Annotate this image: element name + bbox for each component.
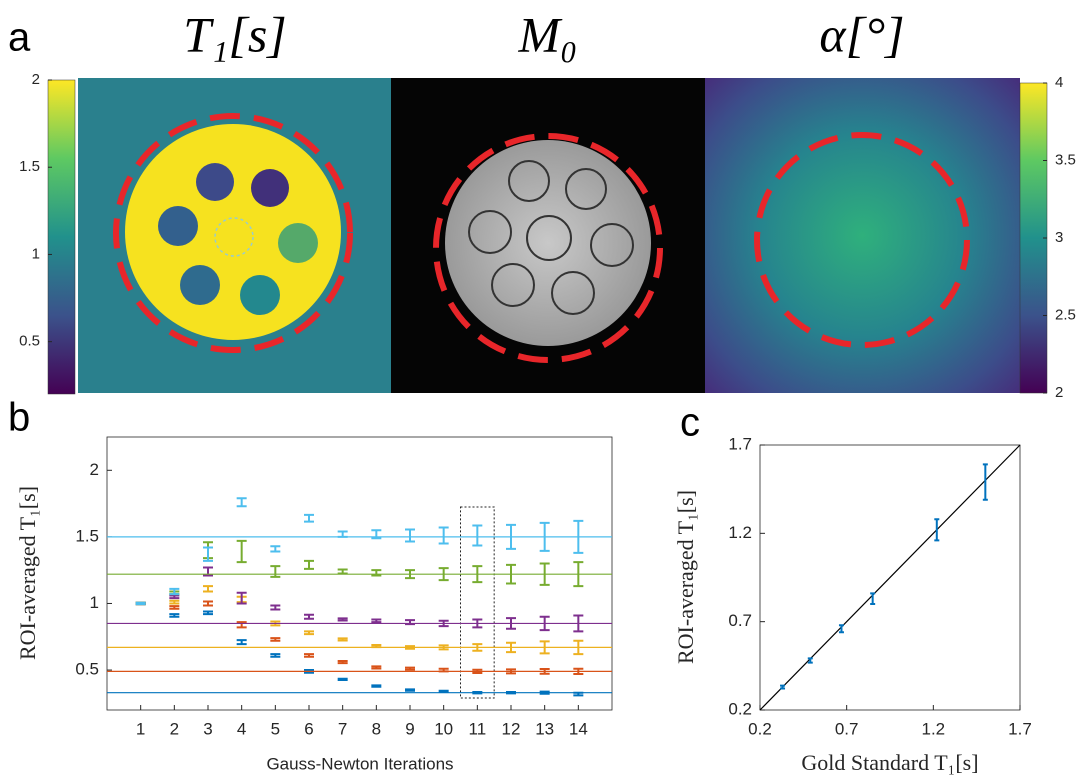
y-tick-label: 0.5 [75, 660, 99, 679]
error-bar [237, 498, 247, 506]
error-bar [472, 526, 482, 546]
error-bar [439, 669, 449, 672]
error-bar [136, 603, 146, 604]
x-tick-label: 7 [338, 719, 347, 738]
x-tick-label: 0.2 [748, 719, 772, 738]
x-tick-label: 11 [469, 719, 487, 738]
error-bar [304, 654, 314, 657]
t1-map [78, 78, 391, 393]
x-axis-label: Gold Standard T₁[s] [801, 750, 978, 775]
image-title: α[°] [819, 6, 904, 62]
error-bar [338, 661, 348, 663]
x-tick-label: 4 [237, 719, 246, 738]
panel-label: c [680, 401, 700, 445]
error-bar [270, 654, 280, 657]
error-bar [371, 666, 381, 668]
error-bar [405, 668, 415, 670]
error-bar [203, 586, 213, 591]
x-tick-label: 1.7 [1008, 719, 1032, 738]
alpha-map [705, 78, 1020, 393]
error-bar [338, 679, 348, 680]
y-tick-label: 1.5 [75, 526, 99, 545]
error-bar [405, 689, 415, 690]
x-tick-label: 3 [203, 719, 212, 738]
colorbar-tick-label: 0.5 [19, 333, 40, 350]
error-bar [203, 611, 213, 614]
error-bar [780, 686, 785, 689]
error-bar [338, 570, 348, 574]
x-tick-label: 6 [304, 719, 313, 738]
image-title: M₀ [517, 6, 577, 62]
error-bar [169, 614, 179, 617]
error-bar [338, 638, 348, 640]
y-tick-label: 1.2 [728, 523, 752, 542]
error-bar [870, 593, 875, 604]
colorbar-tick-label: 1.5 [19, 158, 40, 175]
x-tick-label: 1.2 [922, 719, 946, 738]
error-bar [338, 532, 348, 537]
y-tick-label: 1.7 [728, 434, 752, 453]
error-bar [405, 620, 415, 624]
error-bar [439, 691, 449, 692]
error-bar [169, 606, 179, 609]
colorbar [48, 80, 75, 394]
panel-label: b [8, 396, 30, 440]
x-tick-label: 5 [271, 719, 280, 738]
x-axis-label: Gauss-Newton Iterations [266, 754, 453, 773]
y-tick-label: 1 [90, 593, 99, 612]
colorbar [1020, 83, 1047, 393]
y-tick-label: 2 [90, 460, 99, 479]
error-bar [338, 618, 348, 620]
image-title: T₁[s] [183, 6, 287, 62]
x-tick-label: 8 [372, 719, 381, 738]
error-bar [237, 541, 247, 562]
colorbar-tick-label: 2 [32, 71, 40, 88]
y-tick-label: 0.7 [728, 611, 752, 630]
error-bar [270, 638, 280, 641]
error-bar [371, 645, 381, 647]
x-tick-label: 2 [170, 719, 179, 738]
error-bar [439, 528, 449, 544]
colorbar-tick-label: 3.5 [1055, 151, 1076, 168]
y-tick-label: 0.2 [728, 699, 752, 718]
colorbar-tick-label: 2.5 [1055, 306, 1076, 323]
error-bar [573, 693, 583, 696]
panel-label: a [8, 16, 31, 60]
m0-map [391, 78, 705, 393]
x-tick-label: 0.7 [835, 719, 859, 738]
error-bar [934, 519, 939, 540]
error-bar [270, 566, 280, 577]
error-bar [371, 619, 381, 622]
y-axis-label: ROI-averaged T₁[s] [15, 486, 40, 660]
x-tick-label: 14 [569, 719, 588, 738]
colorbar-tick-label: 4 [1055, 74, 1063, 91]
error-bar [203, 601, 213, 605]
x-tick-label: 1 [136, 719, 145, 738]
error-bar [169, 601, 179, 604]
error-bar [304, 561, 314, 569]
error-bar [405, 530, 415, 542]
x-tick-label: 10 [434, 719, 453, 738]
x-tick-label: 9 [405, 719, 414, 738]
colorbar-tick-label: 1 [32, 245, 40, 262]
error-bar [304, 631, 314, 634]
error-bar [169, 595, 179, 598]
colorbar-tick-label: 2 [1055, 384, 1063, 401]
error-bar [237, 640, 247, 644]
error-bar [506, 692, 516, 693]
error-bar [270, 546, 280, 551]
error-bar [371, 685, 381, 686]
error-bar [304, 615, 314, 619]
plot-frame [107, 437, 612, 710]
figure: a T₁[s] M₀ α[°] b c Gauss-Newton Iterati… [0, 0, 1083, 783]
error-bar [472, 692, 482, 693]
colorbar-tick-label: 3 [1055, 229, 1063, 246]
y-axis-label: ROI-averaged T₁[s] [673, 490, 698, 664]
x-tick-label: 13 [535, 719, 554, 738]
error-bar [270, 605, 280, 609]
error-bar [304, 515, 314, 522]
error-bar [371, 570, 381, 575]
x-tick-label: 12 [502, 719, 521, 738]
identity-line [760, 445, 1020, 710]
